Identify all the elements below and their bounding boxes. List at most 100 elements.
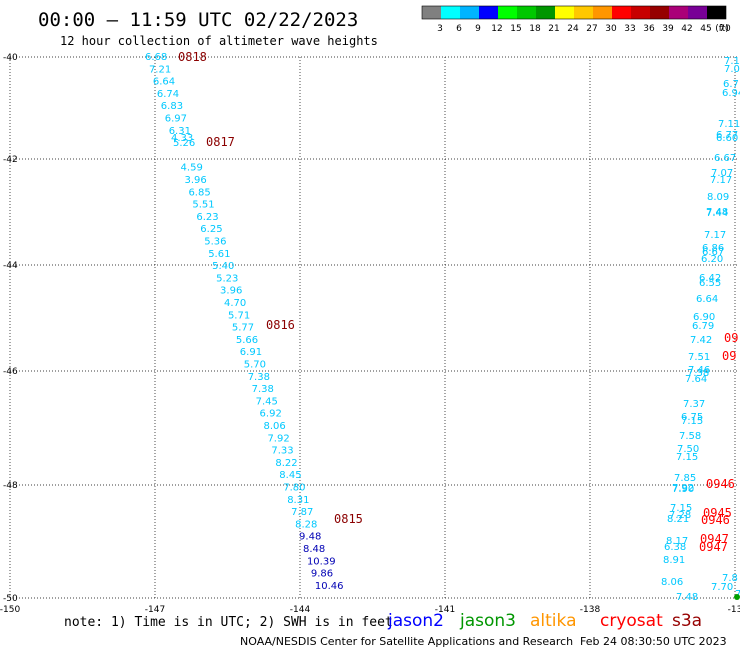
swh-value: 6.67 (702, 247, 724, 258)
satellite-cryosat: cryosat (600, 611, 663, 631)
lat-lon-grid (9, 56, 738, 599)
legend-swatch (517, 6, 536, 19)
legend-swatch (612, 6, 631, 19)
legend-swatch (536, 6, 555, 19)
swh-value: 7.07 (711, 168, 733, 179)
swh-value: 7.42 (690, 335, 712, 346)
swh-value: 7.38 (252, 384, 274, 395)
swh-value: 9.48 (299, 532, 321, 543)
legend-label: 45 (700, 24, 711, 34)
legend-frame (421, 5, 727, 20)
legend-label: 36 (643, 24, 655, 34)
swh-value: 8.06 (661, 577, 683, 588)
satellite-jason3: jason3 (459, 611, 516, 631)
lon-label: -138 (580, 605, 601, 615)
time-label: 0817 (206, 135, 235, 149)
legend-label: 18 (529, 24, 541, 34)
lat-label: -44 (3, 261, 18, 271)
time-label: 0945 (703, 506, 732, 520)
swh-value: 5.26 (173, 138, 195, 149)
swh-value: 4.33 (171, 133, 193, 144)
lat-label: -48 (3, 481, 18, 491)
swh-value: 5.61 (208, 249, 230, 260)
swh-value: 6.79 (692, 321, 714, 332)
swh-value: 6.42 (699, 273, 721, 284)
swh-value: 7.70 (711, 582, 733, 593)
swh-value: 10.39 (307, 556, 336, 567)
track-end-marker (734, 594, 740, 600)
swh-value: 6.75 (681, 412, 703, 423)
swh-value: 3.96 (185, 175, 207, 186)
swh-value: 7.58 (679, 431, 701, 442)
east-track: 7.17.06.76.947.116.776.606.677.077.178.0… (661, 56, 740, 603)
legend-label: 70 (719, 24, 731, 34)
color-legend: 3 6 9 12 15 18 21 24 27 30 33 36 39 42 45 70(ft) (421, 5, 731, 34)
legend-swatch (422, 6, 441, 19)
footer-timestamp: Feb 24 08:30:50 UTC 2023 (580, 635, 727, 648)
swh-value: 8.91 (663, 555, 685, 566)
swh-value: 6.7 (723, 79, 739, 90)
swh-value: 7.50 (677, 444, 699, 455)
swh-value: 8.45 (279, 470, 301, 481)
legend-swatch (650, 6, 669, 19)
swh-value: 7.8 (722, 573, 738, 584)
swh-value: 6.74 (157, 89, 179, 100)
swh-value: 7.11 (718, 119, 740, 130)
swh-value: 6.68 (145, 52, 167, 63)
map-title: 00:00 – 11:59 UTC 02/22/2023 (38, 9, 358, 31)
time-label: 0816 (266, 318, 295, 332)
swh-value: 8.21 (667, 514, 689, 525)
swh-value: 7.28 (669, 510, 691, 521)
swh-value: 6.20 (701, 254, 723, 265)
swh-value: 7.33 (271, 446, 293, 457)
legend-label: 30 (605, 24, 617, 34)
legend-label: 42 (681, 24, 692, 34)
footer-credit: NOAA/NESDIS Center for Satellite Applica… (240, 635, 573, 648)
time-label: 0947 (700, 532, 729, 546)
swh-value: 7.37 (683, 399, 705, 410)
swh-value: 3.96 (220, 286, 242, 297)
lat-label: -40 (3, 53, 18, 63)
swh-value: 8.48 (303, 544, 325, 555)
swh-value: 4.70 (224, 298, 246, 309)
legend-label: 12 (491, 24, 502, 34)
swh-value: 7.1 (724, 56, 740, 67)
legend-swatch (574, 6, 593, 19)
swh-value: 5.66 (236, 335, 258, 346)
swh-value: 5.70 (244, 360, 266, 371)
swh-value: 8.22 (275, 458, 297, 469)
swh-value: 7.64 (685, 374, 707, 385)
time-label: 09 (722, 349, 736, 363)
swh-value: 5.36 (204, 237, 226, 248)
legend-swatch (593, 6, 612, 19)
swh-value: 6.64 (153, 77, 175, 88)
swh-value: 7.51 (688, 352, 710, 363)
swh-value: 4.59 (181, 163, 203, 174)
swh-value: 7.17 (710, 175, 732, 186)
west-track: 6.687.21 6.646.746.83 6.976.314.335.26 4.59… (145, 50, 363, 592)
swh-value: 9.86 (311, 569, 333, 580)
time-label: 0815 (334, 512, 363, 526)
legend-label: 39 (662, 24, 674, 34)
swh-value: 10.46 (315, 581, 344, 592)
swh-value: 6.86 (702, 243, 724, 254)
swh-value: 5.23 (216, 273, 238, 284)
legend-swatch (688, 6, 707, 19)
legend-label: 6 (456, 24, 462, 34)
satellite-altika: altika (530, 611, 577, 631)
swh-value: 7.48 (706, 207, 728, 218)
satellite-s3a: s3a (672, 611, 702, 631)
swh-value: 8.09 (707, 192, 729, 203)
legend-label: 27 (586, 24, 597, 34)
axis-labels: -150 -147 -144 -141 -138 -13 -40 -42 -44 -46 -48 -5… (0, 53, 740, 615)
swh-value: 6.60 (716, 133, 738, 144)
legend-label: 33 (624, 24, 635, 34)
swh-value: 7.21 (149, 64, 171, 75)
time-label: 0947 (699, 540, 728, 554)
swh-value: 7.15 (670, 503, 692, 514)
swh-value: 6.38 (664, 542, 686, 553)
swh-value: 7.38 (248, 372, 270, 383)
swh-value: 5.40 (212, 261, 234, 272)
swh-value: 6.97 (165, 114, 187, 125)
